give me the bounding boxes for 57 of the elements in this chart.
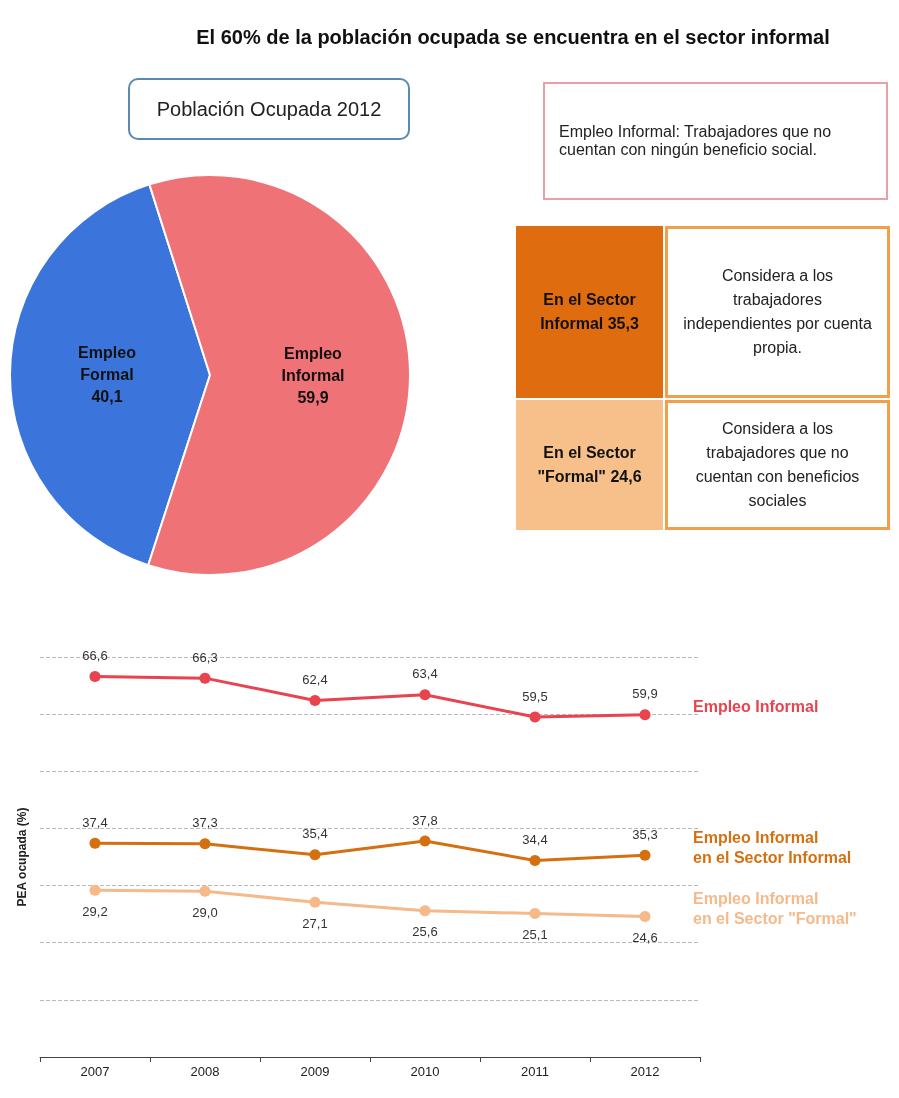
text: Empleo Informal en el Sector Informal bbox=[693, 828, 852, 866]
data-label: 35,3 bbox=[632, 826, 658, 842]
data-label: 66,6 bbox=[82, 647, 108, 663]
data-label: 25,1 bbox=[522, 927, 548, 943]
data-label: 59,9 bbox=[632, 686, 658, 702]
point bbox=[199, 672, 211, 684]
x-tick-label: 2007 bbox=[80, 1064, 110, 1079]
x-tick-label: 2010 bbox=[410, 1064, 440, 1079]
text: Considera a los trabajadores que no cuentan con beneficios sociales bbox=[665, 400, 890, 530]
data-label: 63,4 bbox=[412, 666, 438, 682]
point bbox=[529, 854, 541, 866]
x-tick-label: 2009 bbox=[300, 1064, 330, 1079]
data-label: 66,3 bbox=[192, 649, 218, 665]
point bbox=[89, 670, 101, 682]
point bbox=[419, 689, 431, 701]
point bbox=[529, 908, 541, 920]
point bbox=[309, 849, 321, 861]
text: Empleo Informal: Trabajadores que no cuentan con ningún beneficio social. bbox=[543, 82, 888, 200]
data-label: 59,5 bbox=[522, 688, 548, 704]
point bbox=[639, 849, 651, 861]
text: Considera a los trabajadores independientes por cuenta propia. bbox=[665, 226, 890, 398]
slice-label: Empleo Formal bbox=[78, 344, 137, 384]
point bbox=[419, 905, 431, 917]
x-tick-label: 2011 bbox=[521, 1064, 549, 1079]
data-label: 27,1 bbox=[302, 915, 328, 931]
text: Empleo Informal bbox=[693, 698, 819, 716]
x-tick-label: 2008 bbox=[190, 1064, 220, 1079]
x-tick-label: 2012 bbox=[630, 1064, 660, 1079]
point bbox=[419, 835, 431, 847]
point bbox=[309, 896, 321, 908]
text: En el Sector "Formal" 24,6 bbox=[516, 400, 663, 530]
y-axis-title: PEA ocupada (%) bbox=[15, 807, 29, 907]
data-label: 29,0 bbox=[192, 904, 218, 920]
data-label: 37,3 bbox=[192, 815, 218, 831]
point bbox=[639, 910, 651, 922]
data-label: 37,4 bbox=[82, 814, 108, 830]
data-label: 35,4 bbox=[302, 826, 328, 842]
point bbox=[639, 709, 651, 721]
point bbox=[89, 837, 101, 849]
text: En el Sector Informal 35,3 bbox=[516, 226, 663, 398]
point bbox=[309, 694, 321, 706]
data-label: 25,6 bbox=[412, 924, 438, 940]
point bbox=[529, 711, 541, 723]
point bbox=[89, 884, 101, 896]
data-label: 24,6 bbox=[632, 929, 658, 945]
point bbox=[199, 838, 211, 850]
data-label: 59,9 bbox=[297, 388, 329, 406]
text: El 60% de la población ocupada se encuentra en el sector informal bbox=[195, 26, 831, 49]
data-label: 37,8 bbox=[412, 812, 438, 828]
data-label: 40,1 bbox=[91, 388, 123, 406]
slice-label: Empleo Informal bbox=[281, 344, 345, 384]
point bbox=[199, 885, 211, 897]
data-label: 62,4 bbox=[302, 671, 328, 687]
text: Empleo Informal en el Sector "Formal" bbox=[693, 889, 857, 927]
data-label: 34,4 bbox=[522, 831, 548, 847]
chart-subtitle: Población Ocupada 2012 bbox=[128, 78, 410, 140]
data-label: 29,2 bbox=[82, 903, 108, 919]
